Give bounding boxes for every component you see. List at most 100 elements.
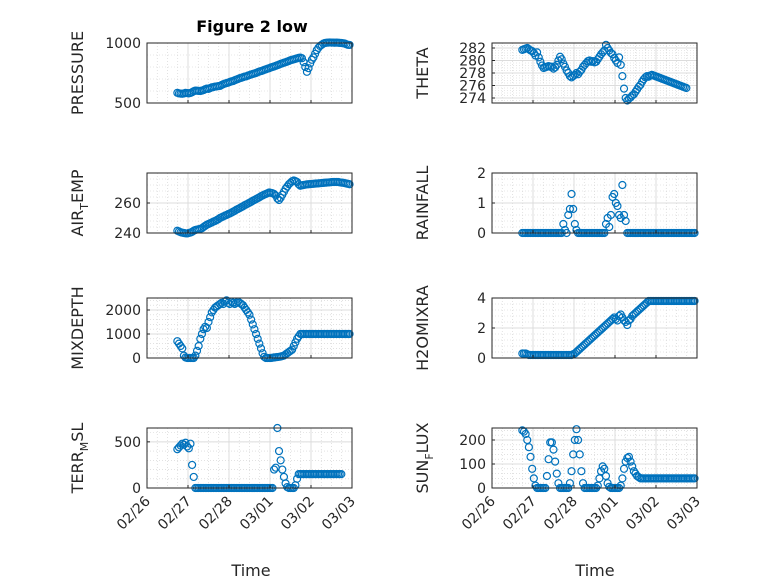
y-tick-label: 274 bbox=[459, 91, 486, 107]
x-tick-label: 03/01 bbox=[582, 494, 622, 534]
x-tick-label: 03/02 bbox=[278, 494, 318, 534]
data-point bbox=[345, 40, 354, 50]
data-point bbox=[618, 72, 627, 81]
data-point bbox=[610, 189, 619, 199]
data-point bbox=[623, 320, 632, 330]
data-point bbox=[621, 216, 630, 226]
data-point bbox=[247, 315, 256, 324]
y-tick-label: 0 bbox=[132, 351, 141, 367]
data-point bbox=[186, 439, 195, 448]
panel-h2omixra: 0 2 4 H2OMIXRA bbox=[413, 285, 699, 371]
data-point bbox=[614, 53, 624, 62]
x-tick-label: 03/02 bbox=[623, 494, 663, 534]
data-point bbox=[337, 470, 346, 479]
data-point bbox=[626, 457, 635, 466]
y-axis-label: TERRMSL bbox=[68, 423, 91, 495]
data-point bbox=[565, 204, 575, 214]
panel-mixdepth: 0 1000 2000 MIXDEPTH bbox=[68, 286, 354, 370]
data-point bbox=[565, 72, 575, 81]
data-point bbox=[256, 344, 266, 353]
y-axis-label-subscript: T bbox=[78, 203, 91, 211]
data-point bbox=[206, 313, 215, 322]
x-tick-label: 02/26 bbox=[114, 493, 154, 533]
data-point bbox=[304, 64, 313, 73]
y-tick-label: 200 bbox=[459, 433, 486, 449]
y-axis-label: PRESSURE bbox=[68, 31, 87, 115]
data-point bbox=[567, 189, 576, 199]
y-tick-label: 278 bbox=[459, 66, 486, 82]
data-point bbox=[551, 457, 560, 466]
data-point bbox=[616, 60, 625, 69]
data-point bbox=[690, 474, 699, 483]
data-point bbox=[255, 339, 264, 348]
data-point bbox=[191, 351, 200, 360]
data-point bbox=[682, 83, 691, 93]
y-axis-label: RAINFALL bbox=[413, 166, 432, 241]
data-point bbox=[598, 462, 607, 471]
panel-pressure: 500 1000 PRESSURE bbox=[68, 31, 354, 115]
data-point bbox=[307, 55, 316, 64]
y-tick-label: 0 bbox=[477, 351, 486, 367]
panel-rainfall: 0 1 2 RAINFALL bbox=[413, 166, 699, 242]
axes-box bbox=[146, 42, 353, 104]
data-point bbox=[524, 443, 534, 452]
y-tick-label: 240 bbox=[114, 226, 141, 242]
data-point bbox=[613, 201, 622, 211]
data-point bbox=[196, 334, 205, 343]
axes-box bbox=[146, 297, 353, 359]
data-point bbox=[619, 84, 629, 93]
x-tick-label: 02/28 bbox=[541, 494, 581, 534]
data-point bbox=[188, 460, 197, 470]
x-tick-label: 03/01 bbox=[237, 494, 277, 534]
data-point bbox=[552, 469, 561, 478]
data-point bbox=[605, 222, 614, 232]
series-markers bbox=[173, 296, 354, 363]
data-point bbox=[270, 465, 279, 474]
y-axis-label: MIXDEPTH bbox=[68, 286, 87, 369]
data-point bbox=[618, 474, 627, 483]
x-tick-label: 03/03 bbox=[319, 494, 359, 534]
data-point bbox=[628, 462, 637, 471]
data-point bbox=[192, 346, 202, 355]
y-tick-label: 280 bbox=[459, 54, 486, 70]
y-tick-label: 1000 bbox=[105, 327, 141, 343]
data-point bbox=[570, 219, 579, 229]
data-point bbox=[547, 62, 556, 71]
data-point bbox=[532, 48, 542, 57]
data-point bbox=[557, 55, 566, 64]
data-point bbox=[564, 210, 573, 220]
y-axis-label: THETA bbox=[413, 47, 432, 99]
x-tick-label: 02/26 bbox=[459, 493, 499, 533]
y-tick-label: 260 bbox=[114, 196, 141, 212]
panel-terr-msl: 0 500 02/26 02/27 02/28 03/01 03/02 03/03 TERRMS… bbox=[68, 423, 359, 534]
data-point bbox=[526, 452, 535, 461]
figure-title: Figure 2 low bbox=[196, 17, 308, 36]
y-tick-label: 0 bbox=[132, 481, 141, 497]
y-tick-label: 0 bbox=[477, 226, 486, 242]
y-tick-label: 2 bbox=[477, 321, 486, 337]
y-axis-label: SUNFLUX bbox=[413, 422, 436, 493]
axes-box bbox=[491, 427, 698, 489]
data-point bbox=[245, 310, 254, 319]
data-point bbox=[278, 465, 287, 474]
data-point bbox=[204, 317, 213, 327]
data-point bbox=[565, 479, 575, 488]
y-tick-label: 276 bbox=[459, 79, 486, 95]
data-point bbox=[176, 341, 185, 351]
y-tick-label: 4 bbox=[477, 291, 486, 307]
y-tick-label: 282 bbox=[459, 41, 486, 57]
data-point bbox=[534, 53, 543, 62]
x-tick-label: 02/28 bbox=[196, 494, 236, 534]
x-axis-label-left: Time bbox=[230, 561, 270, 580]
data-point bbox=[197, 329, 207, 339]
data-point bbox=[215, 299, 225, 309]
panel-sun-flux: 0 100 200 02/26 02/27 02/28 03/01 03/02 03/03 SUN… bbox=[413, 422, 704, 533]
data-point bbox=[608, 314, 617, 324]
data-point bbox=[251, 329, 261, 339]
minor-grid bbox=[146, 298, 353, 359]
data-point bbox=[569, 204, 578, 214]
y-axis-label-text: SUN bbox=[413, 460, 432, 494]
y-axis-label: H2OMIXRA bbox=[413, 285, 432, 371]
